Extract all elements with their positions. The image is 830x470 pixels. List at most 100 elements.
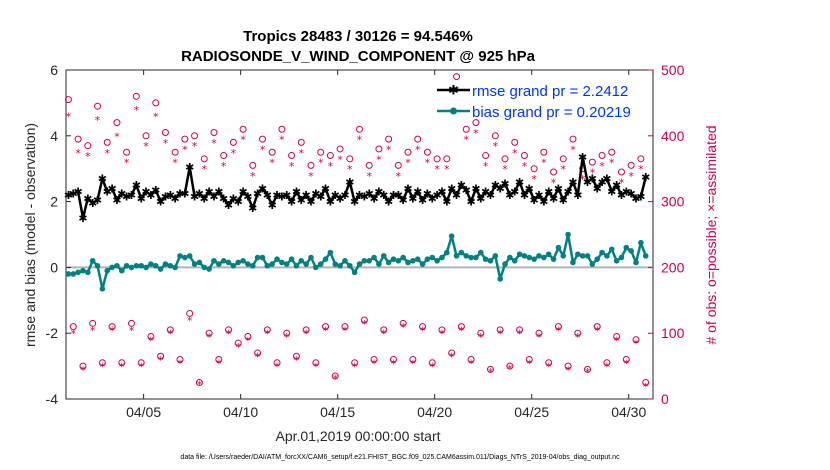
obs-possible-point [74,135,82,143]
obs-possible-point [448,349,456,357]
rmse-point: ✱ [78,212,87,225]
rmse-point: ✱ [335,192,344,205]
rmse-point: ✱ [132,179,141,192]
bias-point [322,256,329,262]
obs-possible-point [186,309,194,317]
obs-assimilated-point: * [352,361,358,374]
rmse-point: ✱ [103,186,112,199]
obs-possible-point [550,168,558,176]
bias-point [288,256,295,262]
rmse-point: ✱ [209,191,218,204]
obs-possible-point [79,362,87,370]
obs-assimilated-point: * [328,160,334,173]
obs-assimilated-point: * [420,324,426,337]
bias-point [414,256,421,262]
y-right-tick-label: 0 [661,391,669,407]
rmse-point: ✱ [272,189,281,202]
bias-point [196,259,203,266]
rmse-point: ✱ [146,189,155,202]
obs-possible-point [322,323,330,331]
bias-point [80,267,86,274]
obs-assimilated-point: * [619,176,625,189]
obs-assimilated-point: * [488,366,494,379]
obs-assimilated-point: * [211,137,217,150]
bias-point [507,254,513,261]
obs-assimilated-point: * [425,157,431,170]
rmse-point: ✱ [253,187,262,200]
obs-assimilated-point: * [289,160,295,173]
obs-assimilated-point: * [609,157,615,170]
obs-assimilated-point: * [279,134,285,147]
bias-point [269,261,275,267]
rmse-point: ✱ [602,173,611,186]
bias-point [70,271,77,277]
rmse-point: ✱ [563,186,572,199]
bias-point [613,258,620,264]
bias-point [356,261,363,267]
rmse-point: ✱ [369,192,378,205]
bias-point [298,258,305,264]
obs-possible-point [234,339,242,347]
obs-assimilated-point: * [483,160,489,173]
bias-point [599,249,605,256]
obs-assimilated-point: * [624,357,630,370]
obs-assimilated-point: * [415,143,421,156]
bias-point [579,253,586,259]
obs-possible-point [423,148,431,156]
rmse-point: ✱ [365,187,374,200]
obs-possible-point [360,316,368,324]
obs-assimilated-point: * [66,111,72,124]
rmse-point: ✱ [214,186,223,199]
bias-point [138,262,144,269]
obs-assimilated-point: * [391,357,397,370]
obs-assimilated-point: * [109,324,115,337]
obs-possible-point [152,99,160,107]
rmse-point: ✱ [287,196,296,209]
bias-point [104,267,111,274]
rmse-point: ✱ [631,192,640,205]
bias-point [182,254,188,261]
plot-area [65,69,654,400]
obs-assimilated-point: * [265,328,271,341]
obs-assimilated-point: * [71,328,77,341]
rmse-point: ✱ [238,186,247,199]
bias-point [346,262,353,269]
obs-possible-point [622,356,630,364]
x-axis-label: Apr.01,2019 00:00:00 start [275,428,440,444]
obs-possible-point [191,132,199,140]
obs-assimilated-point: * [493,140,499,153]
bias-point [167,262,174,269]
obs-assimilated-point: * [260,143,266,156]
obs-possible-point [229,138,237,146]
y-axis-left-ticks: -4 -2 0 2 4 6 [46,62,71,407]
bias-point [390,256,397,262]
obs-possible-point [113,119,121,127]
rmse-point: ✱ [617,189,626,202]
bias-point [249,262,256,269]
obs-assimilated-point: * [231,147,237,160]
obs-assimilated-point: * [366,170,372,183]
bias-point [589,261,596,267]
obs-assimilated-point: * [449,351,455,364]
obs-assimilated-point: * [163,137,169,150]
obs-possible-point [477,329,485,337]
rmse-line [68,155,647,220]
obs-assimilated-point: * [274,361,280,374]
bias-point [361,258,368,264]
obs-assimilated-point: * [507,363,513,376]
obs-assimilated-point: * [575,331,581,344]
obs-possible-point [472,119,480,127]
obs-possible-point [210,129,218,137]
obs-assimilated-point: * [386,143,392,156]
obs-assimilated-point: * [638,163,644,176]
obs-possible-point [365,161,373,169]
bias-point [502,261,508,267]
obs-assimilated-point: * [124,157,130,170]
rmse-point: ✱ [69,187,78,200]
obs-assimilated-point: * [357,134,363,147]
obs-assimilated-point: * [172,157,178,170]
bias-point [162,261,169,267]
bias-point [410,258,416,264]
rmse-point: ✱ [496,182,505,195]
obs-assimilated-point: * [590,166,596,179]
